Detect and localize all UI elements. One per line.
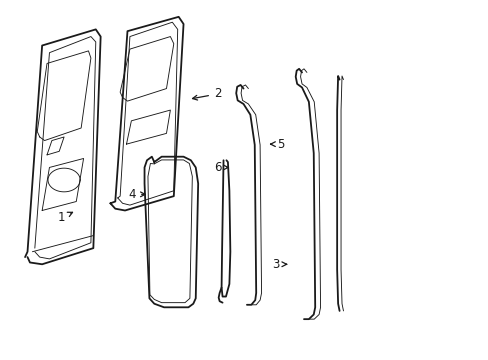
Text: 1: 1 [58, 211, 72, 224]
Text: 2: 2 [192, 87, 221, 100]
Text: 4: 4 [128, 188, 145, 201]
Text: 6: 6 [213, 161, 228, 174]
Text: 5: 5 [270, 138, 284, 150]
Text: 3: 3 [272, 258, 286, 271]
